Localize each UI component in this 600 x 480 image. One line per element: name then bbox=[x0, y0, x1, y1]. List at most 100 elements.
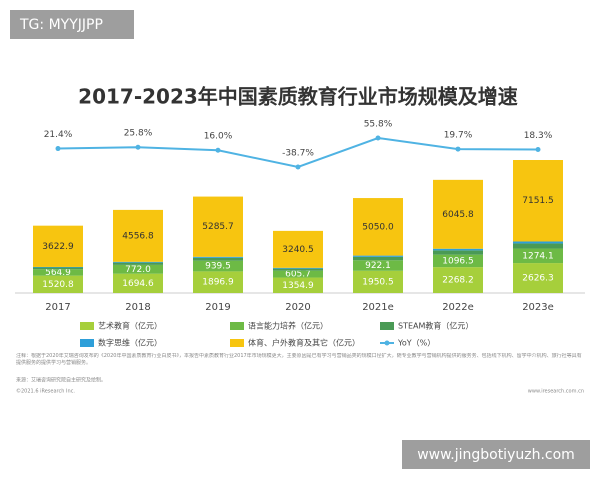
note: 注释：根据于2020年艾瑞咨询发布的《2020年中国素质教育行业白皮书》，本报告… bbox=[16, 353, 582, 366]
line-point bbox=[455, 146, 461, 152]
bar-segment bbox=[193, 260, 243, 272]
x-tick-label: 2019 bbox=[205, 302, 230, 313]
value-label: 5285.7 bbox=[202, 222, 234, 232]
bar-segment bbox=[33, 275, 83, 293]
copyright: ©2021.6 iResearch Inc. bbox=[16, 388, 75, 395]
legend-label: YoY（%） bbox=[397, 339, 435, 348]
bar-segment bbox=[33, 267, 83, 270]
bar-segment bbox=[193, 256, 243, 258]
bar-segment bbox=[433, 179, 483, 249]
value-label: 3240.5 bbox=[282, 245, 314, 255]
value-label: -38.7% bbox=[282, 149, 314, 159]
watermark-box bbox=[10, 10, 134, 39]
bar-segment bbox=[513, 241, 563, 244]
bar-segment bbox=[113, 262, 163, 265]
x-tick-label: 2022e bbox=[442, 302, 474, 313]
value-label: 939.5 bbox=[205, 262, 231, 272]
bar-segment bbox=[193, 271, 243, 293]
value-label: 1896.9 bbox=[202, 278, 234, 288]
bar-segment bbox=[433, 254, 483, 268]
value-label: 1274.1 bbox=[522, 251, 554, 261]
legend-label: 语言能力培养（亿元） bbox=[248, 321, 328, 331]
value-label: 21.4% bbox=[44, 130, 73, 140]
x-tick-label: 2023e bbox=[522, 302, 554, 313]
bar-segment bbox=[353, 255, 403, 257]
value-label: 25.8% bbox=[124, 129, 153, 139]
bar-segment bbox=[513, 263, 563, 293]
legend-label: 体育、户外教育及其它（亿元） bbox=[248, 338, 360, 348]
value-label: 1520.8 bbox=[42, 280, 74, 290]
line-point bbox=[295, 164, 301, 170]
value-label: 605.7 bbox=[285, 270, 311, 280]
value-label: 6045.8 bbox=[442, 210, 474, 220]
bar-segment bbox=[273, 267, 323, 269]
line-point bbox=[55, 146, 61, 152]
value-label: 5050.0 bbox=[362, 222, 394, 232]
legend-swatch bbox=[80, 322, 94, 330]
bar-segment bbox=[513, 243, 563, 249]
bar-segment bbox=[113, 273, 163, 293]
source: 来源：艾瑞咨询研究院自主研究及绘制。 bbox=[16, 377, 106, 384]
value-label: 772.0 bbox=[125, 265, 151, 275]
bar-segment bbox=[113, 209, 163, 262]
value-label: 1950.5 bbox=[362, 277, 394, 287]
bar-segment bbox=[353, 260, 403, 271]
bar-segment bbox=[433, 248, 483, 251]
bar-segment bbox=[193, 257, 243, 261]
bar-segment bbox=[513, 160, 563, 242]
x-tick-label: 2018 bbox=[125, 302, 150, 313]
watermark: www.jingbotiyuzh.com bbox=[417, 447, 575, 463]
value-label: 1096.5 bbox=[442, 256, 474, 266]
value-label: 4556.8 bbox=[122, 231, 154, 241]
bar-segment bbox=[113, 264, 163, 274]
legend-swatch bbox=[384, 340, 390, 346]
bar-segment bbox=[353, 198, 403, 256]
watermark-box bbox=[402, 440, 590, 469]
value-label: 3622.9 bbox=[42, 242, 74, 252]
legend-label: 艺术教育（亿元） bbox=[98, 321, 162, 331]
legend-swatch bbox=[80, 339, 94, 347]
legend-swatch bbox=[230, 322, 244, 330]
bar-segment bbox=[353, 256, 403, 261]
legend-swatch bbox=[380, 322, 394, 330]
bar-segment bbox=[273, 230, 323, 268]
chart-title: 2017-2023年中国素质教育行业市场规模及增速 bbox=[78, 85, 518, 109]
value-label: 1354.9 bbox=[282, 281, 314, 291]
watermark: TG: MYYJJPP bbox=[19, 17, 103, 33]
bar-segment bbox=[273, 268, 323, 271]
line-point bbox=[535, 147, 541, 153]
legend-swatch bbox=[230, 339, 244, 347]
line-point bbox=[215, 147, 221, 153]
x-tick-label: 2020 bbox=[285, 302, 310, 313]
bar-segment bbox=[33, 225, 83, 267]
value-label: 564.9 bbox=[45, 268, 71, 278]
value-label: 55.8% bbox=[364, 120, 393, 130]
x-tick-label: 2017 bbox=[45, 302, 70, 313]
bar-segment bbox=[513, 248, 563, 264]
bar-segment bbox=[433, 250, 483, 255]
bar-segment bbox=[433, 267, 483, 293]
legend-label: STEAM教育（亿元） bbox=[398, 321, 473, 331]
bar-segment bbox=[33, 266, 83, 268]
line-point bbox=[375, 135, 381, 141]
value-label: 18.3% bbox=[524, 131, 553, 141]
bar-segment bbox=[273, 270, 323, 278]
website: www.iresearch.com.cn bbox=[528, 389, 584, 395]
bar-segment bbox=[273, 277, 323, 293]
legend-label: 数字思维（亿元） bbox=[98, 338, 162, 348]
note-box: 注释：根据于2020年艾瑞咨询发布的《2020年中国素质教育行业白皮书》，本报告… bbox=[16, 353, 582, 366]
bar-segment bbox=[193, 196, 243, 257]
value-label: 16.0% bbox=[204, 132, 233, 142]
bar-segment bbox=[113, 261, 163, 263]
value-label: 1694.6 bbox=[122, 279, 154, 289]
x-tick-label: 2021e bbox=[362, 302, 394, 313]
value-label: 922.1 bbox=[365, 261, 391, 271]
value-label: 2268.2 bbox=[442, 276, 474, 286]
bar-segment bbox=[353, 270, 403, 293]
bar-segment bbox=[33, 269, 83, 276]
line-point bbox=[135, 144, 141, 150]
value-label: 7151.5 bbox=[522, 196, 554, 206]
value-label: 19.7% bbox=[444, 131, 473, 141]
value-label: 2626.3 bbox=[522, 274, 554, 284]
